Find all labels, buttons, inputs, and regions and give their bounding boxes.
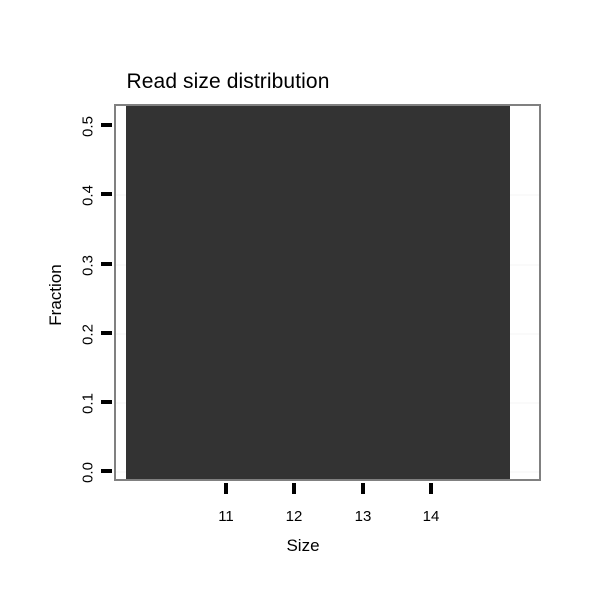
- x-tick-mark: [224, 483, 228, 494]
- plot-panel: [114, 104, 541, 481]
- x-tick-label-14: 14: [422, 508, 440, 525]
- x-tick-mark: [429, 483, 433, 494]
- y-tick-label-02: 0.2: [79, 324, 97, 345]
- x-tick-mark: [361, 483, 365, 494]
- x-tick-mark: [292, 483, 296, 494]
- y-tick-mark: [101, 123, 112, 127]
- y-tick-label-01: 0.1: [79, 393, 97, 414]
- chart-title-text: Read size distribution: [126, 70, 330, 93]
- bar-1: [125, 106, 318, 479]
- chart-title: Read size distribution: [0, 70, 600, 94]
- y-tick-mark: [101, 331, 112, 335]
- x-tick-label-13: 13: [354, 508, 372, 525]
- y-axis-title: Fraction: [46, 264, 65, 326]
- x-tick-label-12: 12: [285, 508, 303, 525]
- y-tick-mark: [101, 262, 112, 266]
- y-tick-mark: [101, 400, 112, 404]
- y-tick-label-03: 0.3: [79, 255, 97, 276]
- y-tick-label-00: 0.0: [79, 462, 97, 483]
- x-axis-title: Size: [286, 536, 320, 555]
- x-tick-label-11: 11: [218, 508, 234, 525]
- y-tick-mark: [101, 469, 112, 473]
- y-tick-label-05: 0.5: [79, 116, 97, 137]
- y-tick-label-04: 0.4: [79, 185, 97, 206]
- bar-2: [317, 106, 511, 479]
- y-tick-mark: [101, 192, 112, 196]
